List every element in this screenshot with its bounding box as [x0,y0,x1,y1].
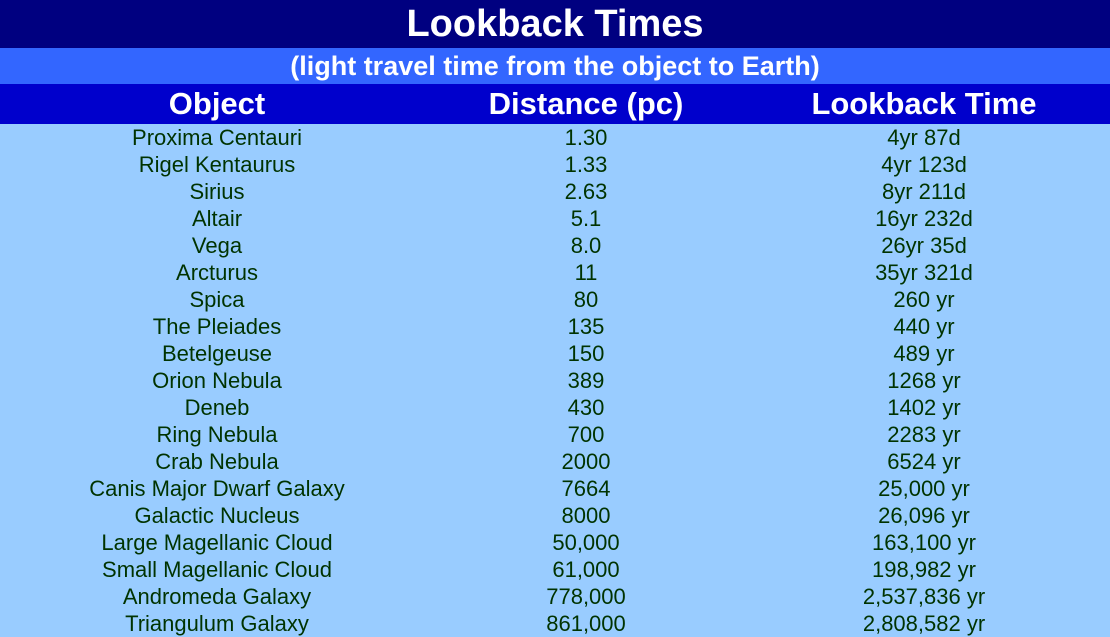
cell-distance: 150 [567,341,605,366]
cell-distance: 135 [567,314,605,339]
table-body: Proxima Centauri 1.30 4yr 87d Rigel Kent… [0,124,1110,637]
cell-object: Large Magellanic Cloud [101,530,333,555]
cell-distance: 61,000 [552,557,620,582]
cell-object: Betelgeuse [161,341,273,366]
cell-object: Andromeda Galaxy [122,584,312,609]
table-row: Andromeda Galaxy 778,000 2,537,836 yr [0,583,1110,610]
cell-lookback-time: 440 yr [893,314,955,339]
column-header-object: Object [168,86,266,121]
cell-lookback-time: 16yr 232d [875,206,973,231]
cell-lookback-time: 35yr 321d [875,260,973,285]
cell-lookback-time: 4yr 123d [881,152,967,177]
cell-distance: 50,000 [552,530,620,555]
table-row: Spica 80 260 yr [0,286,1110,313]
table-row: Small Magellanic Cloud 61,000 198,982 yr [0,556,1110,583]
table-row: Ring Nebula 700 2283 yr [0,421,1110,448]
cell-distance: 11 [574,260,598,285]
cell-distance: 700 [567,422,605,447]
cell-distance: 8.0 [570,233,602,258]
cell-lookback-time: 26,096 yr [878,503,970,528]
cell-distance: 8000 [561,503,611,528]
table-row: Orion Nebula 389 1268 yr [0,367,1110,394]
cell-object: Sirius [189,179,245,204]
cell-distance: 2000 [561,449,611,474]
table-row: Betelgeuse 150 489 yr [0,340,1110,367]
cell-lookback-time: 163,100 yr [872,530,976,555]
table-row: Proxima Centauri 1.30 4yr 87d [0,124,1110,151]
column-header-lookback-time: Lookback Time [811,86,1037,121]
table-row: The Pleiades 135 440 yr [0,313,1110,340]
cell-object: Deneb [184,395,250,420]
table-row: Vega 8.0 26yr 35d [0,232,1110,259]
cell-object: Canis Major Dwarf Galaxy [89,476,345,501]
cell-lookback-time: 2283 yr [887,422,961,447]
cell-lookback-time: 260 yr [893,287,955,312]
cell-distance: 430 [567,395,605,420]
table-row: Altair 5.1 16yr 232d [0,205,1110,232]
page-title: Lookback Times [0,0,1110,48]
cell-distance: 5.1 [570,206,602,231]
page-subtitle: (light travel time from the object to Ea… [0,48,1110,84]
cell-object: Arcturus [176,260,258,285]
cell-distance: 1.30 [564,125,608,150]
cell-object: Vega [191,233,243,258]
table-row: Crab Nebula 2000 6524 yr [0,448,1110,475]
cell-object: Galactic Nucleus [134,503,300,528]
cell-lookback-time: 1402 yr [887,395,961,420]
table-row: Arcturus 11 35yr 321d [0,259,1110,286]
cell-distance: 778,000 [546,584,626,609]
table-row: Triangulum Galaxy 861,000 2,808,582 yr [0,610,1110,637]
table-row: Rigel Kentaurus 1.33 4yr 123d [0,151,1110,178]
cell-object: The Pleiades [152,314,282,339]
cell-object: Orion Nebula [152,368,282,393]
cell-object: Spica [189,287,245,312]
table-row: Large Magellanic Cloud 50,000 163,100 yr [0,529,1110,556]
cell-distance: 861,000 [546,611,626,636]
table-row: Canis Major Dwarf Galaxy 7664 25,000 yr [0,475,1110,502]
cell-object: Ring Nebula [156,422,278,447]
table-header: Object Distance (pc) Lookback Time [0,84,1110,124]
cell-distance: 389 [567,368,605,393]
cell-lookback-time: 4yr 87d [887,125,961,150]
cell-lookback-time: 489 yr [893,341,955,366]
cell-lookback-time: 25,000 yr [878,476,970,501]
cell-object: Altair [191,206,243,231]
cell-object: Small Magellanic Cloud [102,557,332,582]
table-row: Deneb 430 1402 yr [0,394,1110,421]
cell-object: Crab Nebula [155,449,279,474]
cell-distance: 7664 [561,476,611,501]
cell-lookback-time: 26yr 35d [881,233,967,258]
column-header-distance: Distance (pc) [488,86,684,121]
cell-distance: 80 [573,287,599,312]
cell-lookback-time: 1268 yr [887,368,961,393]
cell-lookback-time: 6524 yr [887,449,961,474]
cell-object: Rigel Kentaurus [138,152,296,177]
cell-lookback-time: 2,808,582 yr [862,611,986,636]
cell-lookback-time: 198,982 yr [872,557,976,582]
cell-object: Proxima Centauri [132,125,302,150]
cell-distance: 2.63 [564,179,608,204]
table-row: Galactic Nucleus 8000 26,096 yr [0,502,1110,529]
cell-lookback-time: 8yr 211d [882,179,966,204]
table-row: Sirius 2.63 8yr 211d [0,178,1110,205]
cell-distance: 1.33 [564,152,608,177]
cell-lookback-time: 2,537,836 yr [862,584,986,609]
cell-object: Triangulum Galaxy [125,611,309,636]
